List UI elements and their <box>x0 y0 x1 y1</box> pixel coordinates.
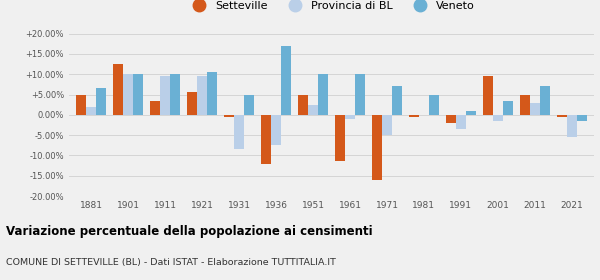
Bar <box>86 107 96 115</box>
Bar <box>197 76 207 115</box>
Bar <box>187 92 197 115</box>
Bar <box>318 74 328 115</box>
Bar <box>483 76 493 115</box>
Bar <box>281 46 291 115</box>
Bar <box>355 74 365 115</box>
Bar <box>170 74 180 115</box>
Bar <box>446 115 456 123</box>
Bar <box>261 115 271 164</box>
Bar <box>271 115 281 145</box>
Text: Variazione percentuale della popolazione ai censimenti: Variazione percentuale della popolazione… <box>6 225 373 238</box>
Bar <box>150 101 160 115</box>
Bar <box>503 101 513 115</box>
Bar <box>557 115 567 117</box>
Bar <box>207 72 217 115</box>
Bar <box>577 115 587 121</box>
Bar <box>133 74 143 115</box>
Legend: Setteville, Provincia di BL, Veneto: Setteville, Provincia di BL, Veneto <box>184 0 479 15</box>
Bar <box>244 95 254 115</box>
Bar <box>392 87 402 115</box>
Bar <box>123 74 133 115</box>
Bar <box>493 115 503 121</box>
Bar <box>530 103 540 115</box>
Bar <box>113 64 123 115</box>
Bar <box>567 115 577 137</box>
Bar <box>308 105 318 115</box>
Bar <box>298 95 308 115</box>
Bar <box>96 88 106 115</box>
Bar <box>234 115 244 149</box>
Bar <box>409 115 419 117</box>
Bar <box>76 95 86 115</box>
Bar <box>382 115 392 135</box>
Bar <box>224 115 234 117</box>
Bar <box>160 76 170 115</box>
Bar <box>466 111 476 115</box>
Bar <box>429 95 439 115</box>
Bar <box>540 87 550 115</box>
Bar <box>345 115 355 119</box>
Bar <box>520 95 530 115</box>
Text: COMUNE DI SETTEVILLE (BL) - Dati ISTAT - Elaborazione TUTTITALIA.IT: COMUNE DI SETTEVILLE (BL) - Dati ISTAT -… <box>6 258 336 267</box>
Bar <box>335 115 345 162</box>
Bar <box>372 115 382 180</box>
Bar <box>456 115 466 129</box>
